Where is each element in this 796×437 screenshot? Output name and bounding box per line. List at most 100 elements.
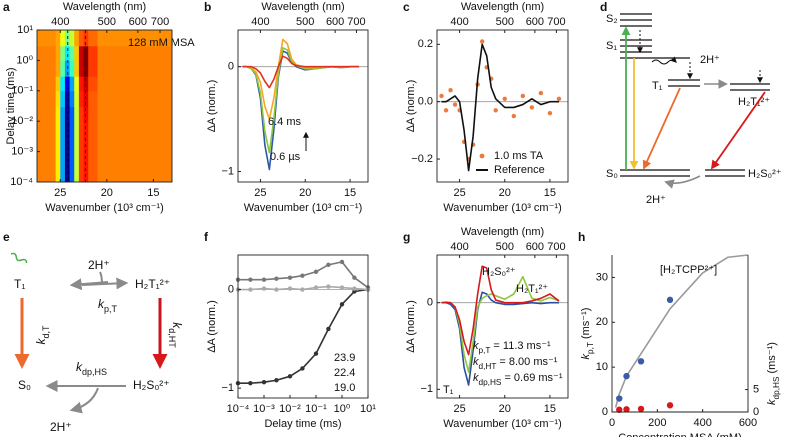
data-point [616,395,623,402]
proton-release [69,387,99,414]
legend-label: 23.9 [334,352,355,364]
data-point [452,102,458,107]
y-tick-label: 20 [596,316,608,328]
heat-cell [78,30,84,47]
heat-cell [55,151,61,183]
legend-swatch [479,153,485,159]
plot-area [437,265,568,386]
heat-cell [97,151,108,183]
x-tick-label: 200 [648,417,666,429]
y-tick-label: 10⁰ [16,54,33,66]
x2-tick-label: 700 [347,16,365,28]
y-axis-label: ΔA (norm.) [206,300,218,353]
data-point [274,276,279,281]
heat-cell [37,30,47,47]
series-label: 0.6 µs [270,151,301,163]
legend-label: 22.4 [334,367,355,379]
heat-cell [46,45,57,61]
data-point [538,90,544,96]
data-point [326,326,331,332]
heat-cell [83,90,89,108]
heat-cell [74,45,80,61]
heat-cell [46,151,57,183]
excitation-squiggle [10,252,28,264]
plot-area [614,254,749,413]
data-point [313,351,319,356]
x-axis-label: Concentration MSA (mM) [618,432,741,437]
y-axis-label: kp,T (ms⁻¹) [580,308,595,360]
x-axis-label: Delay time (ms) [264,418,341,430]
data-point [326,284,331,289]
heat-cell [69,106,75,122]
label-part: k [34,338,48,345]
y-tick-label: 0.0 [418,96,433,108]
heat-cell [78,76,84,92]
data-point [274,378,279,383]
x-tick-label: 10⁻² [279,403,301,415]
y-tick-label: 0 [427,297,433,309]
label-part: p,T [479,346,491,355]
heat-cell [55,90,61,108]
state-label: T₁ [14,277,25,291]
heat-cell [46,121,57,152]
heat-cell [78,60,84,77]
state-label: S₂ [606,13,618,25]
label-part: dp,HS [82,367,107,377]
heat-cell [88,45,98,61]
y2-axis-label: kdp,HS (ms⁻¹) [766,342,781,405]
plot-area [37,30,173,183]
series-label: 6.4 ms [268,116,302,128]
data-point [339,259,345,265]
heat-cell [69,151,75,183]
heat-cell [60,151,66,183]
x2-tick-label: 400 [251,16,269,28]
panel-letter: d [600,0,607,14]
heat-cell [74,60,80,77]
heat-cell [64,76,70,92]
x2-axis-label: Wavelength (nm) [461,226,544,238]
proton-link [99,271,103,285]
annotation: 128 mM MSA [128,37,195,49]
heat-cell [60,30,66,47]
heat-cell [46,106,57,122]
heat-cell [74,106,80,122]
data-point [287,374,293,379]
heat-cell [83,106,89,122]
heat-cell [74,30,80,47]
x-tick-label: 10⁰ [334,403,351,415]
heat-cell [46,76,57,92]
label-part: k [76,360,83,374]
data-point [547,110,553,116]
x-axis-label: Wavenumber (10³ cm⁻¹) [45,202,163,214]
x-tick-label: 25 [254,187,266,199]
panel-letter: b [204,0,211,14]
heat-cell [60,106,66,122]
data-point [623,406,630,413]
series-label: T₁ [443,384,454,396]
y-tick-label: 10⁻³ [11,146,33,158]
param: kdp,HS = 0.69 ms⁻¹ [473,372,563,387]
heat-cell [125,76,145,92]
panel-letter: h [578,230,585,244]
heat-cell [78,45,84,61]
plot-area [437,39,568,172]
label-part: p,T [586,342,595,354]
heat-cell [88,76,98,92]
label-part: = 11.3 ms⁻¹ [493,340,551,352]
label-part: d,HT [167,328,177,348]
series-label: H₂S₀²⁺ [482,266,516,278]
state-label: T₁ [652,80,663,92]
data-point [313,269,319,274]
data-point [352,275,357,280]
heat-cell [97,45,108,61]
decay-arrow [642,87,681,170]
y-tick-label: 0 [228,283,234,295]
x2-tick-label: 500 [496,241,514,253]
y-axis-label: Delay time (ms) [5,67,17,144]
x-tick-label: 15 [544,187,556,199]
x2-tick-label: 600 [526,16,544,28]
y-tick-label: −1 [420,383,433,395]
heat-cell [74,151,80,183]
heat-cell [125,60,145,77]
x-tick-label: 15 [544,403,556,415]
